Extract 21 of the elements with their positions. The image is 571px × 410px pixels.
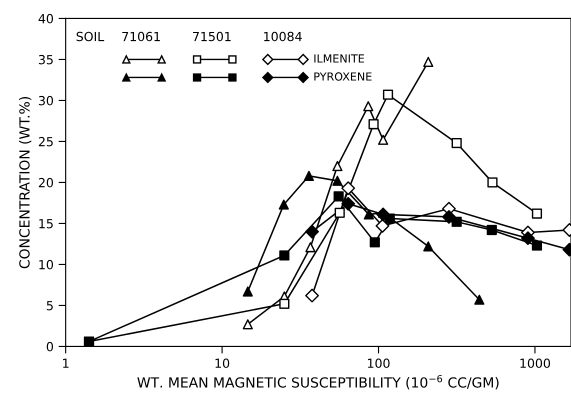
- x-tick-label: 1: [63, 358, 68, 368]
- x-tick-label: 100: [368, 358, 390, 368]
- legend-title: SOIL: [76, 32, 104, 42]
- y-tick-label: 15: [39, 219, 53, 228]
- legend-label: ILMENITE: [314, 54, 364, 63]
- x-tick-label: 1000: [520, 358, 550, 368]
- y-tick-label: 10: [39, 260, 54, 270]
- y-tick-label: 40: [38, 14, 54, 24]
- y-tick-label: 5: [46, 301, 53, 310]
- y-axis-title: CONCENTRATION (WT.%): [18, 97, 32, 268]
- annotation: 10084: [264, 32, 302, 42]
- legend-label: PYROXENE: [314, 72, 372, 81]
- annotation: 71061: [122, 32, 160, 42]
- x-tick-label: 10: [216, 358, 230, 368]
- y-tick-label: 0: [46, 342, 54, 352]
- y-tick-label: 20: [38, 178, 54, 188]
- annotation: 71501: [193, 32, 231, 42]
- y-tick-label: 25: [38, 136, 53, 146]
- y-tick-label: 30: [38, 96, 54, 106]
- x-axis-title: WT. MEAN MAGNETIC SUSCEPTIBILITY (10$^{−6}$ CC/GM): [137, 374, 499, 390]
- y-tick-label: 35: [38, 54, 53, 64]
